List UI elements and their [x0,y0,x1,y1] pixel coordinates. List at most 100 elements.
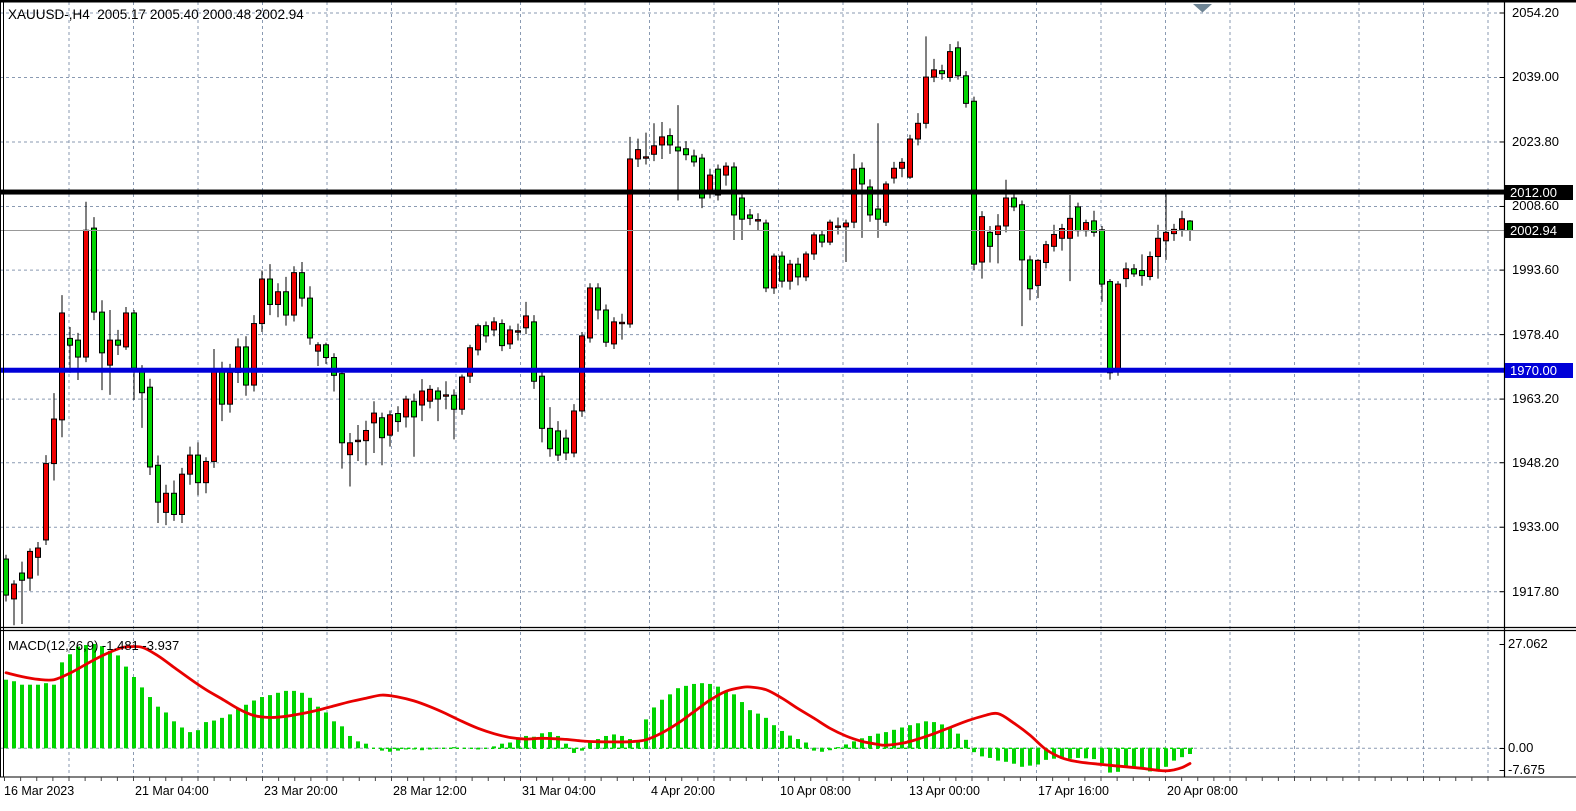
candle-bear [1091,220,1097,233]
macd-histogram-bar [4,679,8,749]
candle-bear [875,208,881,220]
candle-bear [531,321,537,382]
hline-resistance-2012[interactable] [0,189,1504,195]
candle-bull [227,371,233,405]
macd-histogram-bar [652,707,656,749]
chart-shift-down-triangle-icon[interactable] [1193,4,1212,13]
candle-bull [1123,268,1129,280]
macd-histogram-bar [148,697,152,749]
macd-histogram-bar [780,730,784,749]
macd-histogram-bar [380,748,384,751]
candle-bear [595,287,601,311]
candle-bear [219,369,225,405]
macd-histogram-bar [1028,748,1032,766]
macd-histogram-bar [284,690,288,749]
macd-histogram-bar [188,732,192,749]
candle-bear [19,572,25,581]
macd-histogram-bar [924,721,928,749]
candle-bear [483,325,489,337]
candle-bear [323,344,329,359]
candle-bull [515,330,521,333]
candle-bear [563,437,569,454]
candle-bear [819,234,825,243]
macd-histogram-bar [164,712,168,749]
candle-bear [155,464,161,503]
macd-histogram-bar [844,744,848,749]
candle-bull [803,253,809,278]
macd-histogram-bar [1140,748,1144,770]
candle-bull [315,344,321,352]
macd-histogram-bar [900,727,904,749]
candle-bear [555,430,561,456]
macd-histogram-bar [132,677,136,749]
macd-histogram-bar [260,697,264,749]
candle-bull [419,390,425,406]
candle-bull [931,69,937,78]
candle-bear [91,227,97,313]
macd-histogram-bar [1132,748,1136,768]
macd-histogram-bar [796,739,800,749]
macd-histogram-bar [1116,748,1120,772]
macd-histogram-bar [268,695,272,749]
candle-bull [1035,259,1041,286]
macd-histogram-bar [36,684,40,749]
candle-bear [603,309,609,343]
macd-histogram-bar [740,702,744,749]
candle-bear [1187,220,1193,231]
macd-histogram-bar [1084,748,1088,759]
candle-bull [1083,222,1089,232]
macd-histogram-bar [236,708,240,749]
macd-histogram-bar [180,727,184,749]
candle-bear [435,390,441,400]
macd-histogram-bar [660,699,664,749]
candle-bull [1115,283,1121,373]
macd-histogram-bar [300,692,304,749]
candle-bear [971,100,977,265]
candle-bear [283,291,289,316]
macd-histogram-bar [20,684,24,749]
candle-bear [1011,197,1017,208]
candle-bull [651,145,657,155]
macd-histogram-bar [364,743,368,749]
hline-support-1970[interactable] [0,367,1504,373]
candle-bear [1099,229,1105,285]
candle-bear [1019,204,1025,261]
macd-histogram-bar [1164,748,1168,767]
candle-bull [659,136,665,146]
candle-bear [859,167,865,185]
macd-histogram-bar [508,742,512,749]
macd-histogram-bar [860,738,864,749]
macd-histogram-bar [1092,748,1096,760]
candle-bear [99,311,105,354]
macd-histogram-bar [516,739,520,749]
candle-bear [1075,206,1081,232]
macd-histogram-bar [1100,748,1104,764]
macd-histogram-bar [628,739,632,749]
macd-histogram-bar [1012,748,1016,764]
macd-histogram-bar [932,722,936,749]
candle-bull [507,329,513,345]
candle-bull [915,122,921,140]
candle-bear [243,346,249,386]
candle-bull [787,263,793,282]
macd-histogram-bar [396,748,400,751]
candle-bear [699,157,705,199]
macd-histogram-bar [892,729,896,749]
candle-bull [83,229,89,358]
candle-bear [171,492,177,515]
candle-bull [1179,218,1185,230]
macd-histogram-bar [988,748,992,758]
candle-bull [755,219,761,222]
candle-bull [1171,228,1177,235]
macd-histogram-bar [708,683,712,749]
candle-bear [547,427,553,450]
macd-histogram-bar [524,735,528,749]
macd-histogram-bar [84,645,88,749]
candle-bull [355,439,361,443]
candle-bull [1155,237,1161,258]
candle-bear [675,146,681,152]
macd-histogram-bar [452,747,456,749]
macd-histogram-bar [428,748,432,750]
